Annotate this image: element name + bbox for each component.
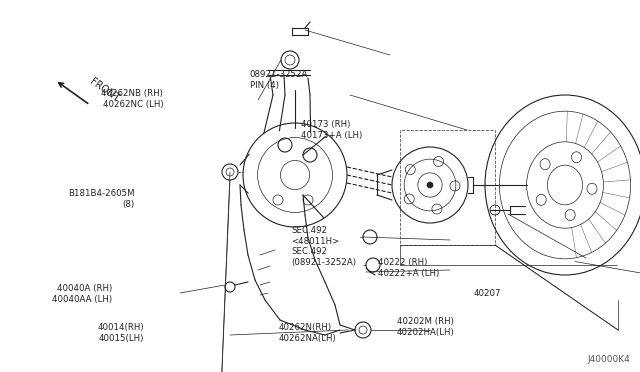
- Text: J40000K4: J40000K4: [588, 355, 630, 364]
- Text: 40173 (RH)
40173+A (LH): 40173 (RH) 40173+A (LH): [301, 120, 362, 140]
- Text: 40202M (RH)
40202HA(LH): 40202M (RH) 40202HA(LH): [397, 317, 454, 337]
- Text: SEC.492
(08921-3252A): SEC.492 (08921-3252A): [291, 247, 356, 267]
- Text: 40222 (RH)
40222+A (LH): 40222 (RH) 40222+A (LH): [378, 258, 439, 278]
- Text: SEC.492
<48011H>: SEC.492 <48011H>: [291, 226, 339, 246]
- Text: 40207: 40207: [474, 289, 501, 298]
- Text: 40014(RH)
40015(LH): 40014(RH) 40015(LH): [97, 323, 144, 343]
- Text: 40040A (RH)
40040AA (LH): 40040A (RH) 40040AA (LH): [52, 284, 112, 304]
- Text: 40262NB (RH)
40262NC (LH): 40262NB (RH) 40262NC (LH): [101, 89, 163, 109]
- Text: B181B4-2605M
(8): B181B4-2605M (8): [68, 189, 134, 209]
- Text: 08921-3252A
PIN (4): 08921-3252A PIN (4): [250, 70, 308, 90]
- Text: FRONT: FRONT: [88, 76, 121, 104]
- Bar: [400, 130, 495, 245]
- Text: 40262N(RH)
40262NA(LH): 40262N(RH) 40262NA(LH): [278, 323, 336, 343]
- Circle shape: [427, 182, 433, 188]
